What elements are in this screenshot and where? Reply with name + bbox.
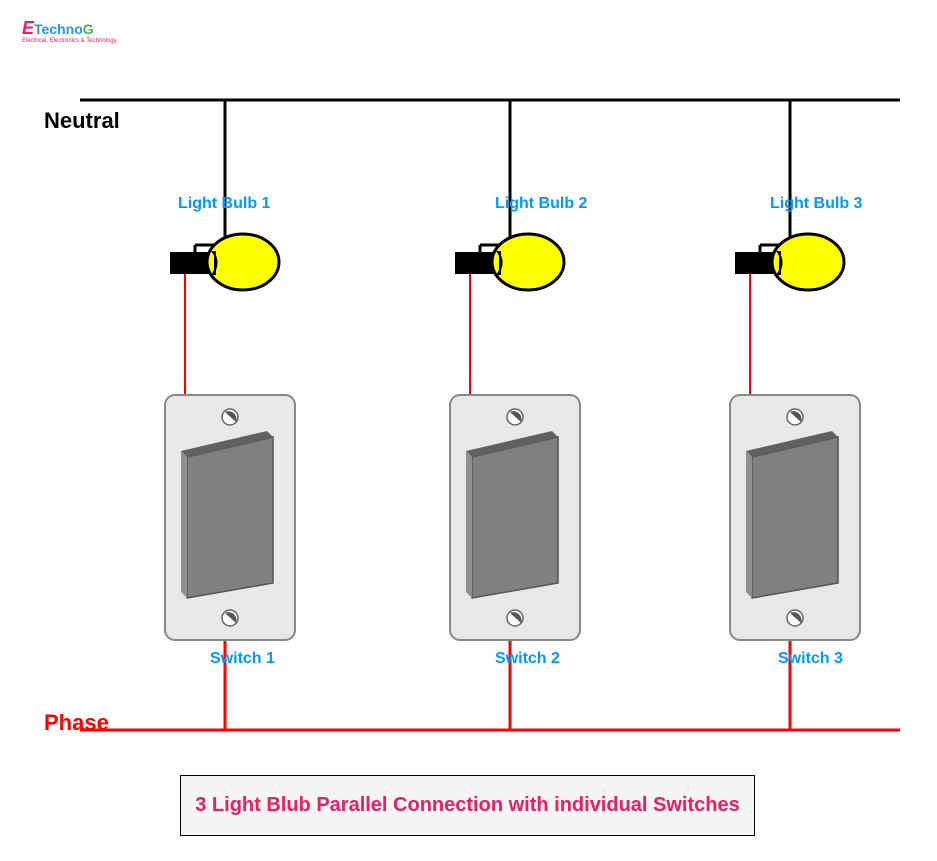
caption-box: 3 Light Blub Parallel Connection with in… bbox=[180, 775, 755, 836]
neutral-label: Neutral bbox=[44, 108, 120, 134]
bulb-1-label: Light Bulb 1 bbox=[178, 195, 270, 213]
switch-2-label: Switch 2 bbox=[495, 650, 560, 668]
caption-text: 3 Light Blub Parallel Connection with in… bbox=[195, 794, 740, 816]
switch-1-label: Switch 1 bbox=[210, 650, 275, 668]
bulb-3-label: Light Bulb 3 bbox=[770, 195, 862, 213]
phase-label: Phase bbox=[44, 710, 109, 736]
switch-3-label: Switch 3 bbox=[778, 650, 843, 668]
circuit-diagram bbox=[0, 0, 937, 861]
bulb-2-label: Light Bulb 2 bbox=[495, 195, 587, 213]
